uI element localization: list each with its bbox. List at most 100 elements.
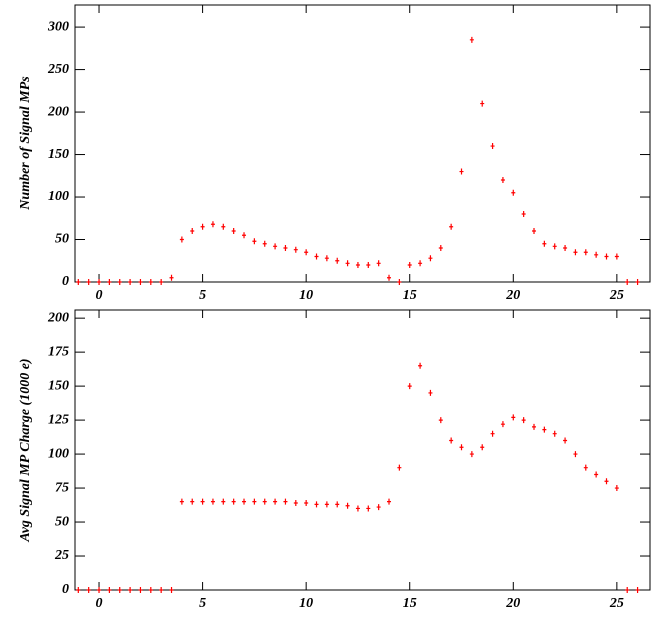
data-point	[594, 251, 599, 258]
x-tick-label: 10	[299, 596, 313, 611]
data-point	[148, 587, 153, 593]
data-point	[283, 245, 288, 252]
data-point	[138, 279, 143, 285]
data-point	[107, 279, 112, 285]
data-point	[376, 504, 381, 511]
data-point	[521, 211, 526, 218]
data-point	[573, 249, 578, 256]
y-tick-label: 200	[47, 310, 69, 325]
data-point	[397, 279, 402, 285]
data-point	[169, 274, 174, 281]
data-point	[573, 451, 578, 458]
x-tick-label: 5	[199, 596, 206, 611]
data-point	[128, 587, 133, 593]
data-point	[469, 36, 474, 43]
data-point	[625, 279, 630, 285]
data-point	[552, 430, 557, 437]
y-tick-label: 150	[48, 378, 69, 393]
data-point	[449, 437, 454, 444]
data-point	[532, 423, 537, 430]
data-point	[262, 240, 267, 247]
data-point	[614, 485, 619, 492]
data-point	[293, 246, 298, 253]
data-point	[542, 426, 547, 433]
x-tick-label: 25	[609, 596, 624, 611]
data-point	[304, 500, 309, 507]
data-point	[418, 260, 423, 267]
data-point	[604, 478, 609, 485]
data-point	[138, 587, 143, 593]
data-point	[304, 249, 309, 256]
data-point	[563, 245, 568, 252]
x-tick-label: 15	[403, 596, 417, 611]
data-point	[459, 168, 464, 175]
data-point	[490, 143, 495, 150]
x-tick-label: 20	[505, 596, 520, 611]
data-point	[190, 228, 195, 235]
y-tick-label: 25	[54, 548, 69, 563]
y-axis-label: Avg Signal MP Charge (1000 e)	[18, 358, 33, 542]
plot-frame	[74, 309, 651, 591]
data-point	[190, 498, 195, 505]
data-point	[552, 243, 557, 250]
data-point	[231, 228, 236, 235]
data-point	[273, 498, 278, 505]
data-point	[179, 236, 184, 243]
data-point	[614, 253, 619, 260]
data-point	[252, 498, 257, 505]
data-point	[159, 587, 164, 593]
data-point	[242, 232, 247, 239]
data-point	[117, 587, 122, 593]
x-tick-label: 20	[505, 288, 520, 303]
data-point	[252, 238, 257, 245]
data-point	[262, 498, 267, 505]
data-point	[397, 464, 402, 471]
data-point	[635, 587, 640, 593]
data-point	[242, 498, 247, 505]
y-tick-label: 300	[47, 19, 69, 34]
x-tick-label: 5	[199, 288, 206, 303]
data-point	[407, 383, 412, 390]
data-point	[97, 587, 102, 593]
data-point	[583, 464, 588, 471]
data-point	[532, 228, 537, 235]
y-axis-label: Number of Signal MPs	[18, 76, 33, 211]
y-tick-label: 50	[55, 232, 69, 247]
data-point	[200, 223, 205, 230]
data-point	[148, 279, 153, 285]
data-point	[511, 189, 516, 196]
data-point	[387, 274, 392, 281]
plot-frame	[74, 4, 651, 283]
x-tick-label: 10	[299, 288, 313, 303]
data-point	[355, 505, 360, 512]
data-point	[376, 260, 381, 267]
data-point	[76, 587, 81, 593]
data-point	[345, 502, 350, 509]
data-point	[231, 498, 236, 505]
data-point	[97, 279, 102, 285]
data-point	[200, 498, 205, 505]
data-point	[500, 177, 505, 184]
data-point	[469, 451, 474, 458]
data-point	[604, 253, 609, 260]
y-tick-label: 125	[48, 412, 69, 427]
data-point	[511, 414, 516, 421]
y-tick-label: 75	[55, 480, 69, 495]
data-point	[490, 430, 495, 437]
data-point	[283, 498, 288, 505]
data-point	[594, 471, 599, 478]
data-point	[221, 498, 226, 505]
data-point	[324, 255, 329, 262]
data-point	[355, 262, 360, 269]
data-point	[335, 257, 340, 264]
data-point	[169, 587, 174, 593]
data-point	[428, 255, 433, 262]
x-tick-label: 0	[96, 288, 103, 303]
x-tick-label: 15	[403, 288, 417, 303]
data-point	[438, 245, 443, 252]
data-point	[86, 279, 91, 285]
y-tick-label: 50	[55, 514, 69, 529]
data-point	[293, 500, 298, 507]
data-point	[521, 417, 526, 424]
data-point	[159, 279, 164, 285]
